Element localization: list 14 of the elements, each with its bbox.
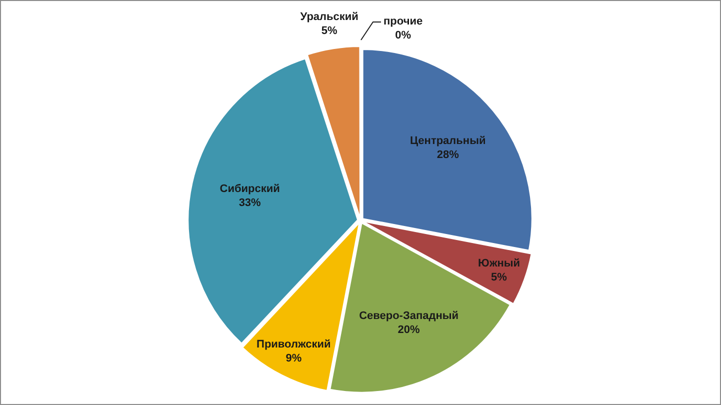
slice-label: Приволжский (256, 338, 331, 351)
text: 0% (395, 30, 411, 42)
slice-label: Уральский (300, 10, 358, 23)
data-label: 9% (286, 352, 302, 365)
category-label: прочие (384, 16, 423, 28)
data-label: 5% (491, 271, 508, 284)
slice-label: Центральный (410, 135, 486, 148)
slice-label: Сибирский (220, 182, 280, 195)
slice-label: Северо-Западный (359, 310, 459, 322)
data-label: 28% (436, 149, 460, 162)
data-label: 5% (321, 24, 338, 37)
data-label: 33% (238, 196, 262, 209)
slice-label: Южный (478, 257, 520, 270)
data-label: 20% (398, 324, 420, 336)
